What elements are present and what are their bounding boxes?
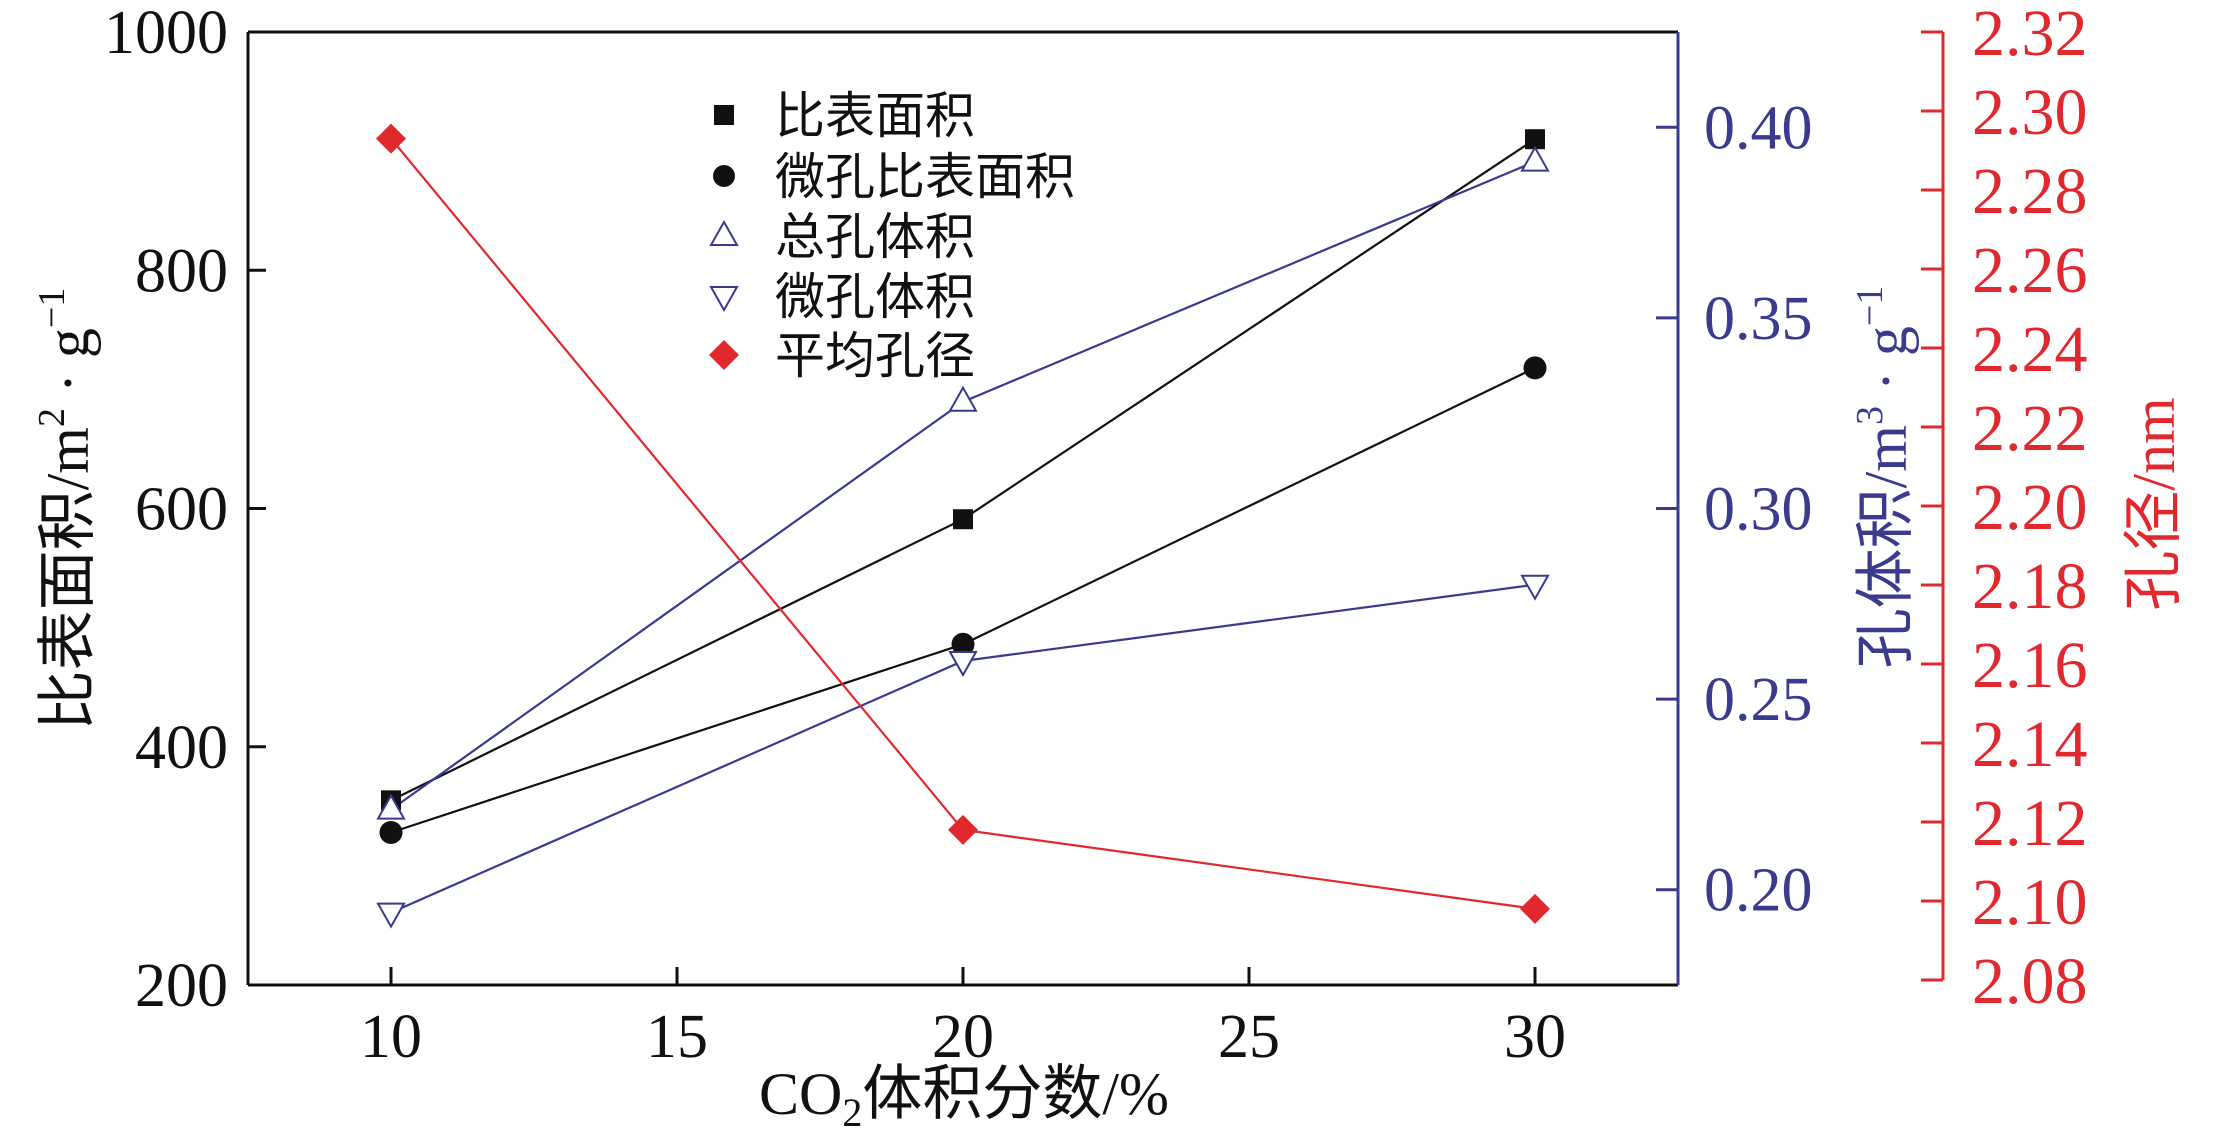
legend-label: 总孔体积	[775, 209, 975, 265]
series-5-point-10	[376, 123, 406, 154]
red-y-tick-label: 2.12	[1972, 787, 2088, 860]
series-5-point-30	[1520, 893, 1550, 924]
x-tick-label: 10	[360, 1003, 422, 1071]
legend-marker-square	[714, 105, 734, 125]
left-y-axis-label: 比表面积/m2 · g−1	[31, 288, 101, 731]
red-y-tick-label: 2.18	[1972, 550, 2088, 623]
series-4-point-10	[376, 902, 406, 929]
red-y-tick-label: 2.10	[1972, 866, 2088, 939]
x-tick-label: 30	[1504, 1003, 1566, 1071]
blue-y-tick-label: 0.30	[1704, 476, 1813, 544]
x-axis-label: CO2体积分数/%	[759, 1061, 1169, 1135]
series-2-line	[390, 366, 1536, 834]
red-y-tick-label: 2.08	[1972, 945, 2088, 1018]
series-4-point-30	[1520, 574, 1550, 601]
series-3-point-20	[948, 385, 978, 412]
series-4-point-20	[948, 650, 978, 678]
blue-y-axis-label: 孔体积/m3 · g−1	[1849, 286, 1919, 669]
legend-marker-triangle-down	[709, 286, 739, 313]
legend: 比表面积 微孔比表面积 总孔体积 微孔体积 平均孔径	[709, 88, 1075, 384]
x-tick-label: 20	[932, 1003, 994, 1071]
left-y-tick-label: 400	[135, 714, 228, 782]
legend-label: 微孔比表面积	[775, 149, 1075, 205]
legend-label: 微孔体积	[775, 269, 975, 325]
legend-marker-circle	[713, 165, 735, 187]
series-5-point-20	[948, 814, 978, 845]
series-2-point-10	[379, 821, 403, 845]
red-y-axis-label: 孔径/nm	[2121, 397, 2187, 610]
left-y-tick-label: 800	[135, 237, 228, 305]
x-tick-label: 25	[1218, 1003, 1280, 1071]
left-y-tick-label: 1000	[104, 0, 228, 67]
red-y-tick-label: 2.28	[1972, 155, 2088, 228]
legend-label: 比表面积	[775, 88, 975, 144]
legend-marker-triangle-up	[709, 219, 739, 246]
left-y-tick-label: 200	[135, 952, 228, 1020]
series-3-point-10	[376, 793, 406, 820]
legend-label: 平均孔径	[775, 328, 975, 384]
blue-y-tick-label: 0.20	[1704, 857, 1813, 925]
legend-marker-diamond	[709, 340, 739, 370]
red-y-tick-label: 2.22	[1972, 392, 2088, 465]
red-y-tick-label: 2.20	[1972, 471, 2088, 544]
series-2-point-20	[951, 632, 975, 656]
x-tick-label: 15	[646, 1003, 708, 1071]
axis-ticks: 10 15 20 25 30 200 400 600 800 1000 0.20 0.25 0.30 0.…	[104, 0, 2088, 1071]
red-y-tick-label: 2.26	[1972, 234, 2088, 307]
series-markers	[376, 123, 1550, 929]
blue-y-tick-label: 0.40	[1704, 94, 1813, 162]
series-1-point-30	[1525, 129, 1545, 150]
red-y-tick-label: 2.30	[1972, 76, 2088, 149]
series-3-point-30	[1520, 145, 1550, 172]
red-y-tick-label: 2.32	[1972, 0, 2088, 70]
series-1-point-20	[953, 509, 973, 530]
red-y-tick-label: 2.16	[1972, 629, 2088, 702]
red-y-tick-label: 2.14	[1972, 708, 2088, 781]
left-y-tick-label: 600	[135, 476, 228, 544]
series-2-point-30	[1523, 356, 1547, 380]
red-y-tick-label: 2.24	[1972, 313, 2088, 386]
blue-y-tick-label: 0.35	[1704, 285, 1813, 353]
blue-y-tick-label: 0.25	[1704, 666, 1813, 734]
